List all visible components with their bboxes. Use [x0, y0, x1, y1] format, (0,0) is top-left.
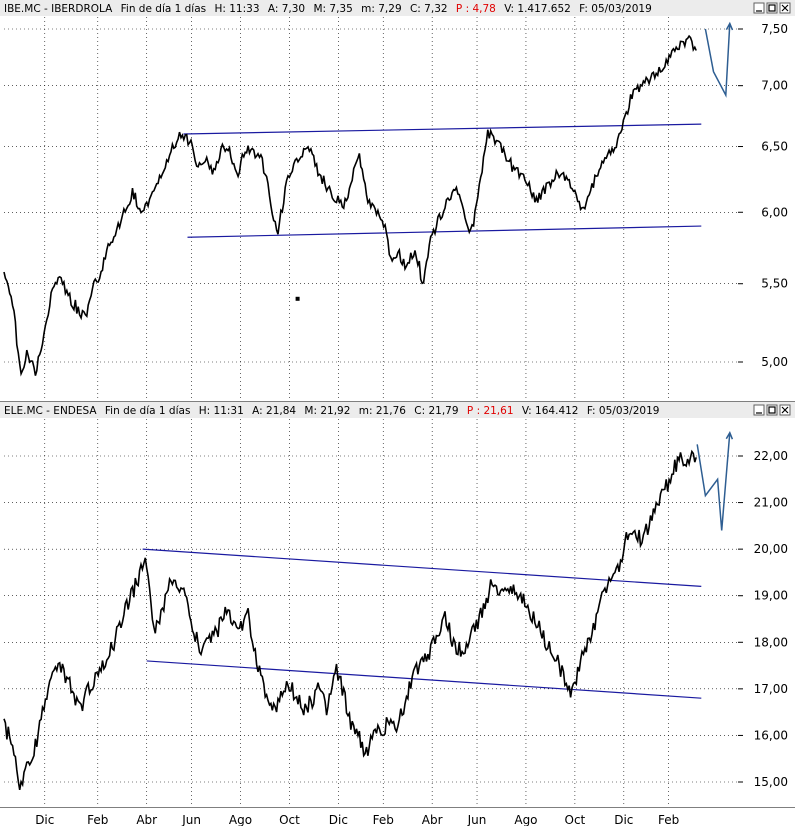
endesa-header-c: C: 21,79 [414, 405, 458, 417]
endesa-y-tick-label: 15,00 [754, 775, 788, 789]
endesa-y-tick-label: 21,00 [754, 496, 788, 510]
x-tick-label: Dic [614, 813, 633, 826]
endesa-header-symbol: ELE.MC - ENDESA [4, 405, 97, 417]
minimize-icon[interactable] [753, 404, 765, 416]
endesa-header-p: P : 21,61 [467, 405, 514, 417]
iberdrola-price-line [3, 34, 697, 377]
endesa-y-axis: 15,00 16,00 17,00 18,00 19,00 20,00 21,00 22,00 [738, 449, 788, 789]
maximize-icon[interactable] [766, 2, 778, 14]
maximize-icon[interactable] [766, 404, 778, 416]
endesa-header-a: A: 21,84 [252, 405, 296, 417]
iberdrola-header-f: F: 05/03/2019 [579, 3, 652, 15]
x-tick-label: Abr [136, 813, 157, 826]
iberdrola-header-v: V: 1.417.652 [504, 3, 571, 15]
iberdrola-header-bar [0, 0, 795, 16]
endesa-y-tick-label: 18,00 [754, 635, 788, 649]
endesa-header-bar [0, 402, 795, 418]
close-icon[interactable] [779, 2, 791, 14]
minimize-icon[interactable] [753, 2, 765, 14]
endesa-lower-trendline[interactable] [146, 660, 702, 699]
iberdrola-y-tick-label: 5,00 [761, 355, 788, 369]
endesa-panel: ELE.MC - ENDESA Fin de día 1 días H: 11:… [0, 402, 795, 806]
iberdrola-header-period: Fin de día 1 días [121, 3, 207, 15]
x-tick-label: Feb [658, 813, 679, 826]
x-tick-label: Feb [87, 813, 108, 826]
endesa-header: ELE.MC - ENDESA Fin de día 1 días H: 11:… [4, 405, 659, 417]
x-tick-label: Abr [422, 813, 443, 826]
endesa-header-period: Fin de día 1 días [105, 405, 191, 417]
iberdrola-y-tick-label: 6,50 [761, 140, 788, 154]
iberdrola-header-h: H: 11:33 [214, 3, 259, 15]
endesa-y-tick-label: 22,00 [754, 449, 788, 463]
endesa-grid [4, 419, 738, 806]
iberdrola-header-a: A: 7,30 [268, 3, 305, 15]
endesa-header-h: H: 11:31 [199, 405, 244, 417]
iberdrola-y-tick-label: 7,00 [761, 79, 788, 93]
x-axis: Dic Feb Abr Jun Ago Oct Dic Feb Abr Jun Ago Oct Dic F… [35, 813, 679, 826]
close-icon[interactable] [779, 404, 791, 416]
iberdrola-y-axis: 5,00 5,50 6,00 6,50 7,00 7,50 [738, 22, 788, 369]
endesa-y-tick-label: 17,00 [754, 682, 788, 696]
x-tick-label: Ago [229, 813, 252, 826]
iberdrola-panel: IBE.MC - IBERDROLA Fin de día 1 días H: … [0, 0, 795, 400]
endesa-y-tick-label: 19,00 [754, 589, 788, 603]
endesa-projection-arrow [696, 430, 734, 531]
x-tick-label: Feb [373, 813, 394, 826]
iberdrola-lower-trendline[interactable] [187, 225, 702, 238]
endesa-y-tick-label: 16,00 [754, 728, 788, 742]
endesa-header-min: m: 21,76 [359, 405, 406, 417]
iberdrola-trendlines [183, 123, 702, 238]
endesa-header-m: M: 21,92 [304, 405, 350, 417]
endesa-window-buttons [753, 404, 791, 416]
iberdrola-header-min: m: 7,29 [361, 3, 401, 15]
endesa-header-v: V: 164.412 [522, 405, 579, 417]
iberdrola-header: IBE.MC - IBERDROLA Fin de día 1 días H: … [4, 3, 652, 15]
x-tick-label: Jun [181, 813, 201, 826]
x-tick-label: Oct [279, 813, 300, 826]
iberdrola-upper-trendline[interactable] [183, 123, 702, 135]
endesa-price-line [3, 449, 697, 791]
endesa-header-f: F: 05/03/2019 [587, 405, 660, 417]
iberdrola-y-tick-label: 6,00 [761, 205, 788, 219]
iberdrola-header-c: C: 7,32 [410, 3, 448, 15]
x-tick-label: Dic [329, 813, 348, 826]
iberdrola-highlight-marker [295, 296, 300, 301]
iberdrola-y-tick-label: 7,50 [761, 22, 788, 36]
iberdrola-highlights [295, 296, 300, 301]
endesa-trendlines [142, 548, 702, 699]
iberdrola-y-tick-label: 5,50 [761, 277, 788, 291]
iberdrola-header-symbol: IBE.MC - IBERDROLA [4, 3, 113, 15]
x-tick-label: Dic [35, 813, 54, 826]
endesa-y-tick-label: 20,00 [754, 542, 788, 556]
iberdrola-header-p: P : 4,78 [456, 3, 496, 15]
iberdrola-projection-arrow [704, 21, 734, 98]
x-tick-label: Ago [514, 813, 537, 826]
x-tick-label: Jun [467, 813, 487, 826]
x-tick-label: Oct [565, 813, 586, 826]
iberdrola-header-m: M: 7,35 [313, 3, 352, 15]
iberdrola-window-buttons [753, 2, 791, 14]
